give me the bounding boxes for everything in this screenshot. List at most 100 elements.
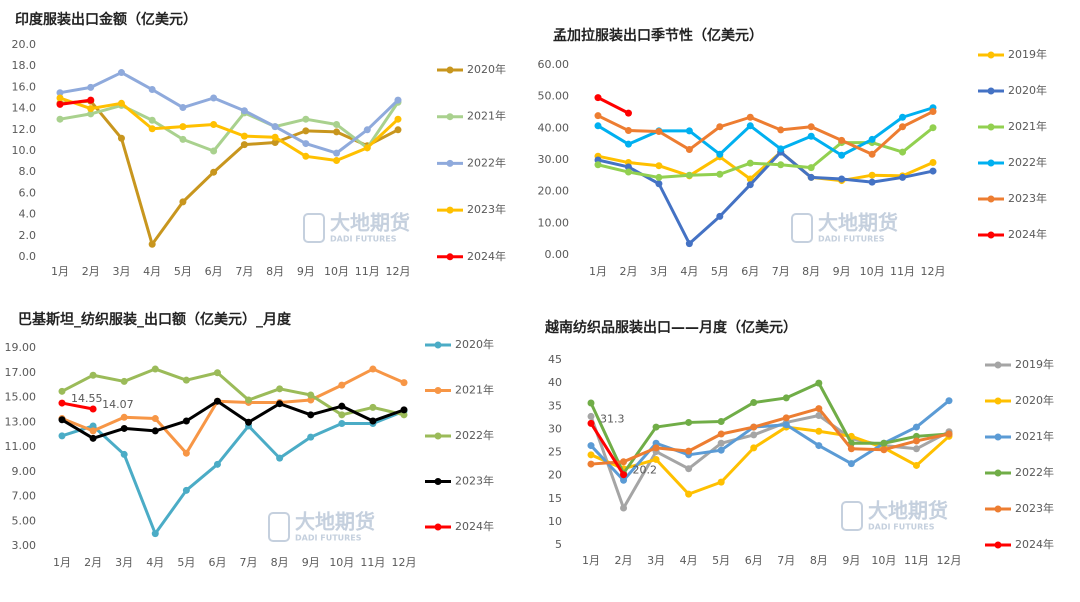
x-tick-label: 4月	[680, 265, 698, 278]
data-point	[912, 461, 920, 469]
series-line	[61, 399, 405, 440]
x-tick-label: 1月	[51, 265, 69, 278]
legend-label: 2024年	[467, 249, 506, 263]
legend-label: 2022年	[1008, 155, 1047, 169]
data-point	[655, 128, 663, 135]
legend-marker	[987, 159, 995, 167]
data-point	[594, 122, 602, 130]
y-tick-label: 9.00	[12, 465, 37, 478]
x-tick-label: 11月	[360, 556, 385, 569]
legend-marker	[994, 541, 1002, 549]
data-point	[302, 115, 310, 123]
legend-marker	[434, 387, 442, 394]
y-tick-label: 16.0	[12, 80, 37, 93]
x-tick-label: 8月	[802, 265, 820, 278]
legend-label: 2019年	[1015, 357, 1054, 371]
watermark-logo	[791, 213, 813, 243]
series-line	[61, 367, 405, 417]
x-tick-label: 10月	[860, 265, 885, 278]
data-point	[685, 146, 693, 154]
data-point	[815, 412, 823, 419]
watermark-sub: DADI FUTURES	[330, 235, 397, 244]
series-line	[589, 381, 950, 475]
data-point	[333, 157, 341, 165]
data-point	[394, 126, 402, 134]
data-point	[847, 445, 855, 453]
y-tick-label: 3.00	[12, 539, 37, 552]
legend-marker	[446, 113, 454, 121]
y-tick-label: 15.00	[5, 391, 37, 404]
x-tick-label: 10月	[329, 556, 354, 569]
x-tick-label: 4月	[143, 265, 161, 278]
data-point	[151, 530, 159, 538]
legend-label: 2021年	[1008, 119, 1047, 133]
data-point	[652, 444, 660, 452]
data-point	[58, 399, 66, 407]
y-tick-label: 18.0	[12, 59, 37, 72]
data-point	[815, 405, 823, 413]
legend-label: 2021年	[455, 383, 494, 397]
legend-label: 2024年	[1015, 537, 1054, 551]
data-point	[620, 476, 628, 484]
x-tick-label: 1月	[53, 556, 71, 569]
y-tick-label: 2.0	[19, 229, 37, 242]
data-point	[400, 411, 408, 419]
legend-marker	[987, 123, 995, 131]
data-point	[685, 465, 693, 473]
data-point	[815, 427, 823, 435]
x-tick-label: 9月	[833, 265, 851, 278]
legend-marker	[446, 206, 454, 214]
y-tick-label: 17.00	[5, 366, 37, 379]
data-point	[899, 148, 907, 156]
series-line	[59, 71, 400, 155]
data-point	[716, 170, 724, 178]
data-point	[276, 385, 284, 393]
legend-label: 2022年	[467, 155, 506, 169]
data-point	[716, 212, 724, 220]
series-line	[597, 106, 934, 157]
legend-marker	[987, 51, 995, 59]
data-point	[148, 240, 156, 248]
data-point	[148, 125, 156, 133]
data-point	[271, 123, 279, 131]
data-point	[338, 402, 346, 410]
data-point	[148, 116, 156, 124]
data-point	[652, 455, 660, 463]
x-tick-label: 6月	[208, 556, 226, 569]
data-point	[56, 89, 64, 97]
data-point	[746, 181, 754, 189]
y-tick-label: 4.0	[19, 208, 37, 221]
data-point	[120, 450, 128, 458]
series-line	[59, 99, 399, 246]
data-point	[87, 83, 95, 91]
data-point	[587, 399, 595, 407]
data-point	[815, 442, 823, 450]
series-line	[589, 422, 625, 476]
data-point	[182, 376, 190, 384]
data-label: 20.2	[633, 464, 658, 477]
data-point	[89, 371, 97, 379]
data-point	[912, 423, 920, 431]
data-point	[868, 150, 876, 158]
data-point	[120, 377, 128, 385]
data-point	[338, 419, 346, 427]
data-point	[868, 178, 876, 186]
y-tick-label: 20.00	[538, 185, 570, 198]
x-tick-label: 9月	[842, 554, 860, 567]
data-point	[685, 240, 693, 248]
legend-label: 2022年	[1015, 465, 1054, 479]
data-point	[912, 437, 920, 445]
series-line	[590, 425, 951, 496]
legend-marker	[446, 66, 454, 74]
data-point	[213, 397, 221, 405]
data-point	[179, 123, 187, 131]
x-tick-label: 11月	[355, 265, 380, 278]
data-point	[716, 150, 724, 158]
x-tick-label: 5月	[177, 556, 195, 569]
data-point	[333, 121, 341, 128]
data-point	[868, 135, 876, 143]
x-tick-label: 7月	[777, 554, 795, 567]
chart-title: 印度服装出口金额（亿美元）	[15, 11, 197, 28]
x-tick-label: 9月	[297, 265, 315, 278]
legend-label: 2020年	[455, 337, 494, 351]
